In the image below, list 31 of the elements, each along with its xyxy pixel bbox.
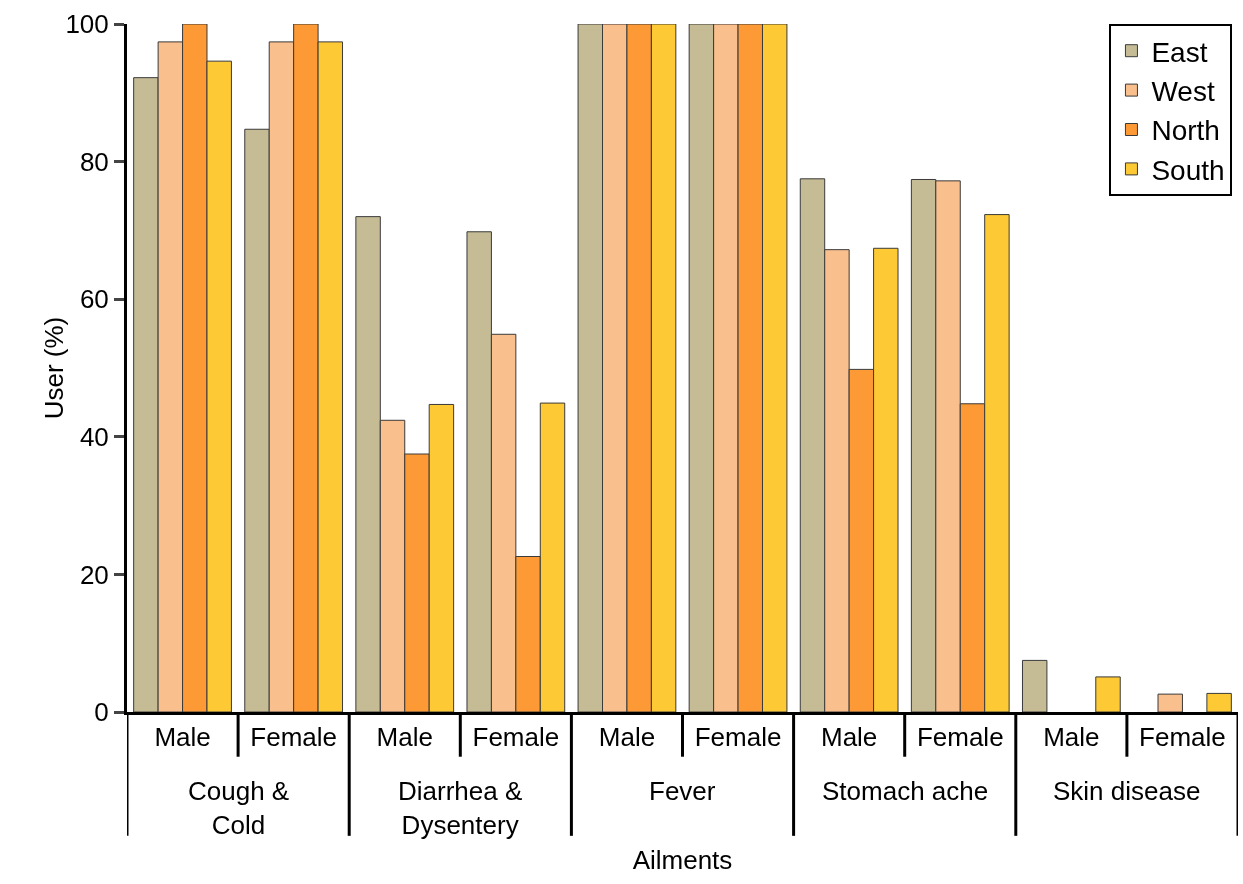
text: Stomach ache [822, 776, 989, 806]
y-tick-label: 0 [94, 697, 109, 728]
text: Fever [649, 776, 716, 806]
y-tick-label: 20 [79, 559, 109, 590]
y-axis-title: User (%) [39, 316, 69, 420]
x-tick-label: Male [1043, 722, 1100, 753]
x-tick-label: Male [376, 722, 433, 753]
text: Cough & Cold [188, 776, 290, 840]
legend-label: North [1151, 115, 1220, 147]
bar [1021, 659, 1048, 712]
x-tick-label: Female [916, 722, 1004, 753]
y-tick-label: 60 [79, 284, 109, 315]
legend-label: South [1151, 154, 1225, 186]
y-tick-label: 100 [65, 9, 109, 40]
x-tick-label: Female [250, 722, 337, 753]
x-tick-label: Male [598, 722, 656, 753]
x-tick-label: Female [472, 722, 560, 753]
legend-label: West [1151, 76, 1215, 108]
text: Diarrhea & Dysentery [398, 776, 523, 840]
y-tick-label: 80 [79, 146, 109, 177]
bar [1206, 692, 1232, 712]
x-tick-label: Female [1139, 722, 1226, 753]
x-tick-label: Male [154, 722, 211, 753]
bar [1095, 676, 1121, 712]
legend-label: East [1151, 36, 1208, 68]
x-tick-label: Male [820, 722, 878, 753]
x-tick-label: Female [694, 722, 782, 753]
x-axis-title: Ailments [632, 844, 733, 875]
text: Skin disease [1053, 776, 1201, 806]
y-tick-label: 40 [79, 421, 109, 452]
bar [1157, 693, 1183, 712]
